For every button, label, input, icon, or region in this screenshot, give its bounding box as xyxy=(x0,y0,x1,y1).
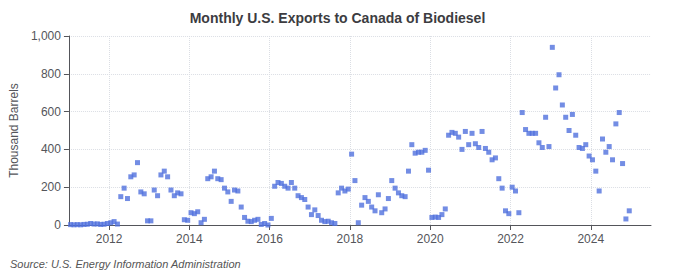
svg-text:2016: 2016 xyxy=(256,232,283,246)
svg-text:Source: U.S. Energy Informatio: Source: U.S. Energy Information Administ… xyxy=(10,258,241,270)
svg-text:2020: 2020 xyxy=(417,232,444,246)
svg-text:0: 0 xyxy=(54,218,61,232)
svg-text:2014: 2014 xyxy=(176,232,203,246)
svg-text:1,000: 1,000 xyxy=(31,29,61,43)
svg-text:2012: 2012 xyxy=(96,232,123,246)
svg-text:200: 200 xyxy=(41,180,61,194)
svg-text:2024: 2024 xyxy=(577,232,604,246)
svg-text:400: 400 xyxy=(41,142,61,156)
svg-text:2018: 2018 xyxy=(337,232,364,246)
svg-text:2022: 2022 xyxy=(497,232,524,246)
svg-text:Thousand Barrels: Thousand Barrels xyxy=(7,83,21,178)
svg-text:600: 600 xyxy=(41,105,61,119)
svg-text:Monthly U.S. Exports to Canada: Monthly U.S. Exports to Canada of Biodie… xyxy=(190,10,486,26)
svg-text:800: 800 xyxy=(41,67,61,81)
